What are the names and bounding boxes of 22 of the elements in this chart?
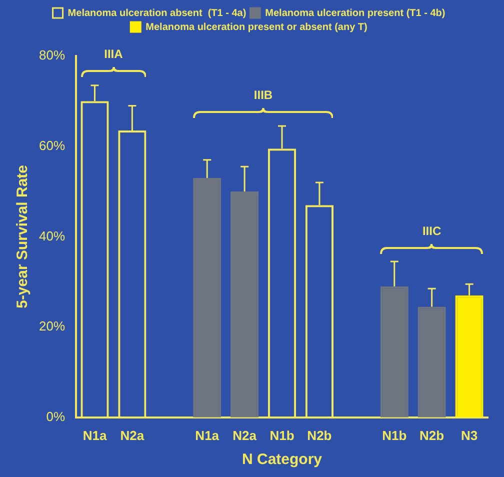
y-tick-label: 40% xyxy=(38,228,66,244)
x-tick-label: N2b xyxy=(420,428,444,443)
legend-label: Melanoma ulceration present (T1 - 4b) xyxy=(265,8,446,19)
legend-label: Melanoma ulceration present or absent (any T) xyxy=(146,22,368,33)
y-tick-label: 80% xyxy=(38,48,66,63)
x-tick-label: N3 xyxy=(460,428,478,443)
legend-label: Melanoma ulceration absent (T1 - 4a) xyxy=(68,8,246,19)
x-tick-label: N2a xyxy=(232,428,258,443)
y-tick-label: 20% xyxy=(38,318,66,334)
annotation: IIIA xyxy=(103,47,124,62)
y-tick-label: 60% xyxy=(38,138,66,153)
x-tick-label: N1b xyxy=(382,428,407,443)
x-axis-title: N Category xyxy=(242,451,323,468)
x-tick-label: N2b xyxy=(307,428,332,443)
y-tick-label: 0% xyxy=(46,408,66,424)
annotation: IIIB xyxy=(252,88,274,102)
x-tick-label: N1b xyxy=(270,428,294,443)
annotation: IIIC xyxy=(421,224,442,238)
x-tick-label: N2a xyxy=(120,428,145,443)
x-tick-label: N1a xyxy=(195,428,220,443)
y-axis-title: 5-year Survival Rate xyxy=(14,164,32,308)
x-tick-label: N1a xyxy=(82,428,108,443)
